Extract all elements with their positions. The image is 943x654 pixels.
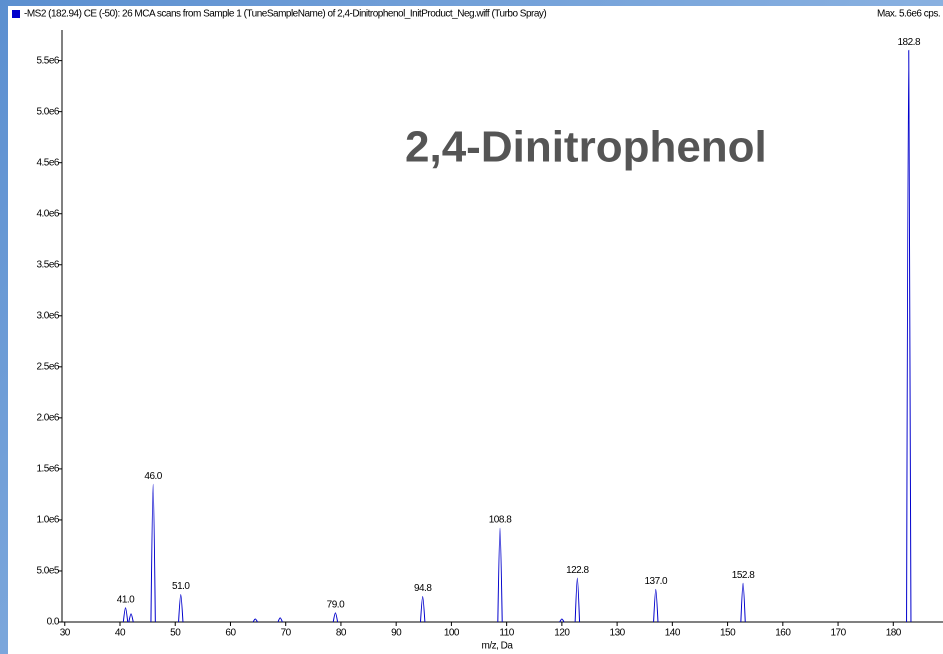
x-tick-label: 110 — [499, 628, 514, 639]
peak — [332, 612, 339, 623]
peak — [252, 618, 258, 623]
peak — [178, 593, 184, 623]
panel — [8, 6, 943, 654]
y-tick-label: 4.5e6 — [36, 157, 59, 168]
y-tick-label: 2.5e6 — [36, 361, 59, 372]
max-label: Max. 5.6e6 cps. — [877, 9, 940, 20]
y-tick-label: 0.0 — [47, 617, 60, 628]
y-tick-label: 5.0e6 — [36, 106, 59, 117]
peak — [906, 49, 912, 623]
peak-label: 182.8 — [897, 37, 920, 48]
y-tick-label: 2.0e6 — [36, 413, 59, 424]
peak — [740, 582, 746, 623]
y-tick-label: 5.5e6 — [36, 55, 59, 66]
x-tick-label: 160 — [775, 628, 791, 639]
peak-label: 122.8 — [566, 565, 589, 576]
y-tick-label: 1.0e6 — [36, 515, 59, 526]
peak — [128, 613, 134, 623]
y-tick-label: 3.5e6 — [36, 259, 59, 270]
x-tick-label: 80 — [336, 628, 347, 639]
peak-label: 152.8 — [732, 570, 755, 581]
y-tick-label: 4.0e6 — [36, 208, 59, 219]
x-tick-label: 100 — [444, 628, 460, 639]
peak — [574, 577, 581, 623]
x-tick-label: 30 — [60, 628, 71, 639]
x-tick-label: 140 — [665, 628, 681, 639]
peak — [122, 607, 129, 623]
x-tick-label: 150 — [720, 628, 736, 639]
x-tick-label: 70 — [281, 628, 292, 639]
peak — [277, 617, 283, 623]
y-tick-label: 5.0e5 — [36, 566, 59, 577]
peak-label: 41.0 — [117, 594, 135, 605]
chart-title: -MS2 (182.94) CE (-50): 26 MCA scans fro… — [24, 9, 546, 20]
peak-label: 94.8 — [414, 583, 432, 594]
annotation: 2,4-Dinitrophenol — [405, 123, 767, 172]
x-tick-label: 170 — [830, 628, 846, 639]
peak-label: 46.0 — [144, 471, 162, 482]
x-tick-label: 130 — [610, 628, 626, 639]
y-tick-label: 3.0e6 — [36, 310, 59, 321]
legend-swatch — [12, 10, 20, 18]
x-tick-label: 180 — [886, 628, 902, 639]
y-tick-label: 1.5e6 — [36, 464, 59, 475]
peak — [653, 588, 659, 623]
peak — [559, 618, 565, 623]
x-tick-label: 50 — [170, 628, 181, 639]
x-tick-label: 120 — [554, 628, 570, 639]
peak — [497, 527, 503, 623]
x-tick-label: 90 — [391, 628, 402, 639]
peak-label: 51.0 — [172, 581, 190, 592]
x-tick-label: 40 — [115, 628, 126, 639]
x-tick-label: 60 — [225, 628, 236, 639]
peak-label: 137.0 — [645, 576, 668, 587]
peak — [150, 483, 156, 623]
peak — [419, 595, 426, 623]
peak-label: 108.8 — [489, 515, 512, 526]
peak-label: 79.0 — [327, 599, 345, 610]
x-axis-label: m/z, Da — [482, 641, 514, 652]
